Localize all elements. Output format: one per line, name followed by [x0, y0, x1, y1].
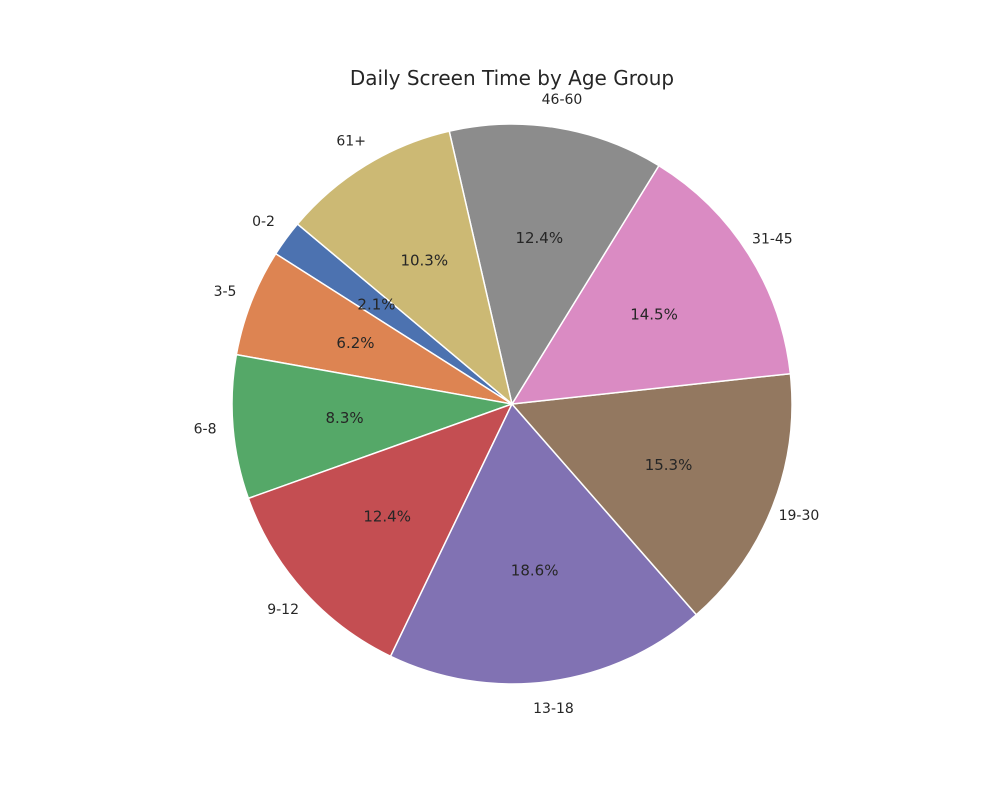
pie-slice-61+ — [296, 130, 514, 407]
pie-slice-6-8 — [231, 353, 515, 500]
category-label: 13-18 — [533, 701, 574, 717]
chart-title: Daily Screen Time by Age Group — [349, 66, 675, 90]
percent-label: 10.3% — [400, 252, 448, 270]
category-label: 19-30 — [779, 508, 820, 524]
percent-label: 18.6% — [511, 561, 559, 579]
pie-slice-13-18 — [389, 402, 698, 685]
percent-label: 14.5% — [630, 305, 678, 323]
category-label: 46-60 — [542, 92, 583, 108]
percent-label: 2.1% — [357, 296, 395, 314]
percent-label: 8.3% — [326, 409, 364, 427]
percent-label: 12.4% — [363, 507, 411, 525]
percent-label: 12.4% — [515, 229, 563, 247]
percent-label: 15.3% — [645, 456, 693, 474]
pie-slice-46-60 — [448, 123, 660, 406]
category-label: 3-5 — [214, 284, 237, 300]
category-label: 9-12 — [267, 602, 299, 618]
pie-slice-31-45 — [510, 164, 792, 405]
category-label: 61+ — [336, 133, 366, 149]
category-label: 31-45 — [752, 231, 793, 247]
category-label: 6-8 — [194, 422, 217, 438]
percent-label: 6.2% — [336, 334, 374, 352]
pie-slices — [231, 123, 793, 685]
pie-slice-19-30 — [510, 372, 793, 616]
category-label: 0-2 — [252, 214, 275, 230]
pie-labels: 0-2 2.1% 3-5 6.2% 6-8 8.3% 9-12 12.4% 13-18 18.6%… — [194, 92, 820, 717]
pie-slice-9-12 — [247, 402, 514, 658]
